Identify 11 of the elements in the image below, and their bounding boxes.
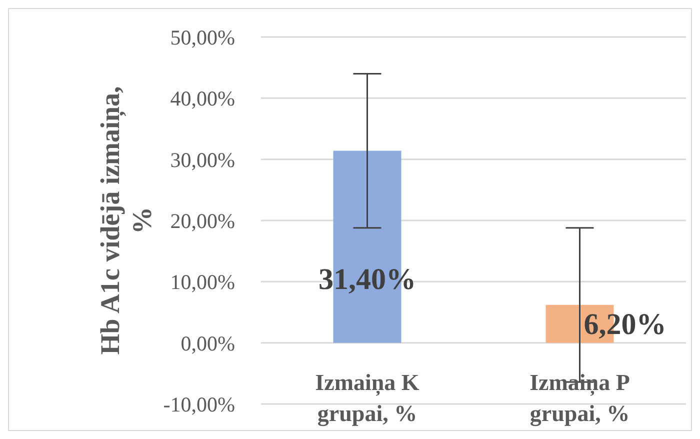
y-tick-label: 10,00%: [170, 270, 235, 294]
y-tick-label: 40,00%: [170, 86, 235, 111]
y-tick-label: -10,00%: [163, 392, 235, 416]
y-tick-label: 20,00%: [170, 208, 235, 233]
y-tick-label: 50,00%: [170, 25, 235, 50]
y-tick-label: 0,00%: [180, 331, 235, 356]
y-tick-label: 30,00%: [170, 148, 235, 172]
x-tick-label: Izmaiņa P grupai, %: [530, 370, 630, 427]
y-axis-title: Hb A1c vidējā izmaiņa, %: [95, 86, 157, 355]
x-tick-label: Izmaiņa K grupai, %: [315, 370, 420, 427]
data-label: 31,40%: [318, 263, 416, 296]
